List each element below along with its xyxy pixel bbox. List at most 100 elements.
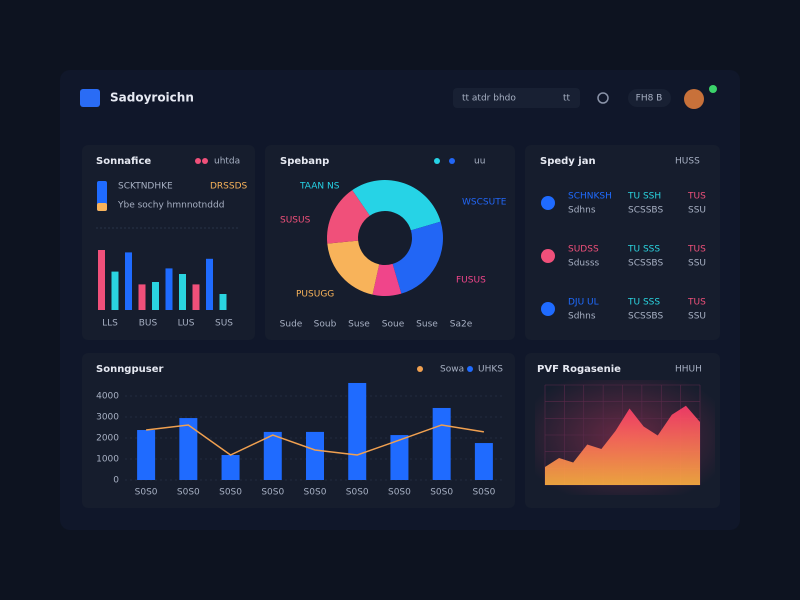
panel-badge: HUSS [675, 157, 700, 167]
donut-segment [327, 240, 380, 295]
row-tag-sub: SSU [688, 206, 706, 216]
row-name: DJU UL [568, 298, 599, 308]
donut-segment [372, 263, 402, 296]
panel-title: Sonngpuser [96, 364, 163, 375]
row-value: TU SSS [627, 298, 660, 308]
search-icon[interactable] [597, 92, 609, 104]
line [146, 424, 485, 456]
bar [206, 258, 213, 310]
panel-title: Sonnafice [96, 156, 151, 167]
panel-title: Spedy jan [540, 156, 596, 167]
donut-label: FUSUS [456, 276, 486, 286]
x-tick-label: BUS [139, 319, 158, 329]
y-tick-label: 4000 [96, 392, 119, 402]
x-tick-label: SUS [215, 319, 233, 329]
y-tick-label: 1000 [96, 455, 119, 465]
row-dot [541, 302, 555, 316]
x-tick-label: LUS [178, 319, 195, 329]
donut-segment [352, 180, 441, 231]
x-tick-label: S0S0 [177, 488, 200, 498]
bar [179, 418, 198, 480]
y-tick-label: 2000 [96, 434, 119, 444]
bar [474, 443, 493, 480]
item-icon [97, 203, 107, 211]
x-tick-label: S0S0 [304, 488, 327, 498]
x-tick-label: S0S0 [430, 488, 453, 498]
pill-button[interactable] [628, 89, 671, 107]
x-tick-label: Sa2e [450, 320, 473, 330]
bar [192, 284, 200, 310]
row-tag-sub: SSU [688, 312, 706, 322]
row-tag: TUS [687, 298, 706, 308]
panel-badge: HHUH [675, 365, 702, 375]
x-tick-label: S0S0 [219, 488, 242, 498]
legend-dot [195, 158, 201, 164]
bar [179, 274, 186, 310]
legend-dot [467, 366, 473, 372]
donut-label: PUSUGG [296, 290, 334, 300]
panel [82, 145, 255, 340]
bar [137, 430, 156, 480]
x-tick-label: LLS [102, 319, 118, 329]
bar [306, 431, 324, 480]
x-tick-label: S0S0 [472, 488, 495, 498]
area [545, 405, 700, 485]
x-tick-label: Suse [348, 320, 370, 330]
pill-text: FH8 B [636, 94, 663, 104]
row-dot [541, 249, 555, 263]
bar [390, 435, 409, 480]
status-dot [709, 85, 717, 93]
y-tick-label: 0 [113, 476, 119, 486]
legend-dot [202, 158, 208, 164]
x-tick-label: Sude [280, 320, 303, 330]
logo [80, 89, 100, 107]
bar [219, 294, 227, 310]
row-sub: Sdhns [568, 312, 596, 322]
item-text: Ybe sochy hmnnotnddd [117, 201, 224, 211]
row-tag: TUS [687, 245, 706, 255]
row-value: TU SSH [627, 192, 661, 202]
bar [152, 282, 159, 310]
row-sub: Sdusss [568, 259, 600, 269]
donut-label: SUSUS [280, 216, 311, 226]
search-text: tt atdr bhdo [462, 94, 516, 104]
row-value: TU SSS [627, 245, 660, 255]
row-name: SUDSS [568, 245, 599, 255]
panel-title: Spebanp [280, 156, 329, 167]
legend-text: uu [474, 157, 485, 167]
bar [165, 268, 173, 310]
panel [265, 145, 515, 340]
bar [111, 271, 119, 310]
bar [98, 250, 105, 310]
search-box[interactable] [453, 88, 580, 108]
x-tick-label: S0S0 [135, 488, 158, 498]
legend-text: UHKS [478, 365, 503, 375]
legend-dot [449, 158, 455, 164]
x-tick-label: S0S0 [261, 488, 284, 498]
panel [525, 145, 720, 340]
x-tick-label: Soub [314, 320, 337, 330]
bar [221, 455, 240, 480]
x-tick-label: S0S0 [346, 488, 369, 498]
panel-title: PVF Rogasenie [537, 364, 621, 375]
legend-dot [434, 158, 440, 164]
legend-text: Sowa [440, 365, 464, 375]
donut-segment [392, 221, 443, 294]
avatar[interactable] [684, 89, 704, 109]
legend-text: uhtda [214, 157, 240, 167]
row-dot [541, 196, 555, 210]
search-end: tt [563, 94, 571, 104]
donut-label: TAAN NS [299, 182, 340, 192]
donut-segment [327, 190, 370, 244]
item-badge: DRSSDS [210, 182, 248, 192]
bar [348, 382, 367, 480]
x-tick-label: S0S0 [388, 488, 411, 498]
row-sub: Sdhns [568, 206, 596, 216]
bar [125, 252, 132, 310]
brand: Sadoyroichn [110, 91, 194, 105]
bar [263, 431, 282, 480]
bar [432, 407, 451, 480]
y-tick-label: 3000 [96, 413, 119, 423]
bar [138, 284, 146, 310]
